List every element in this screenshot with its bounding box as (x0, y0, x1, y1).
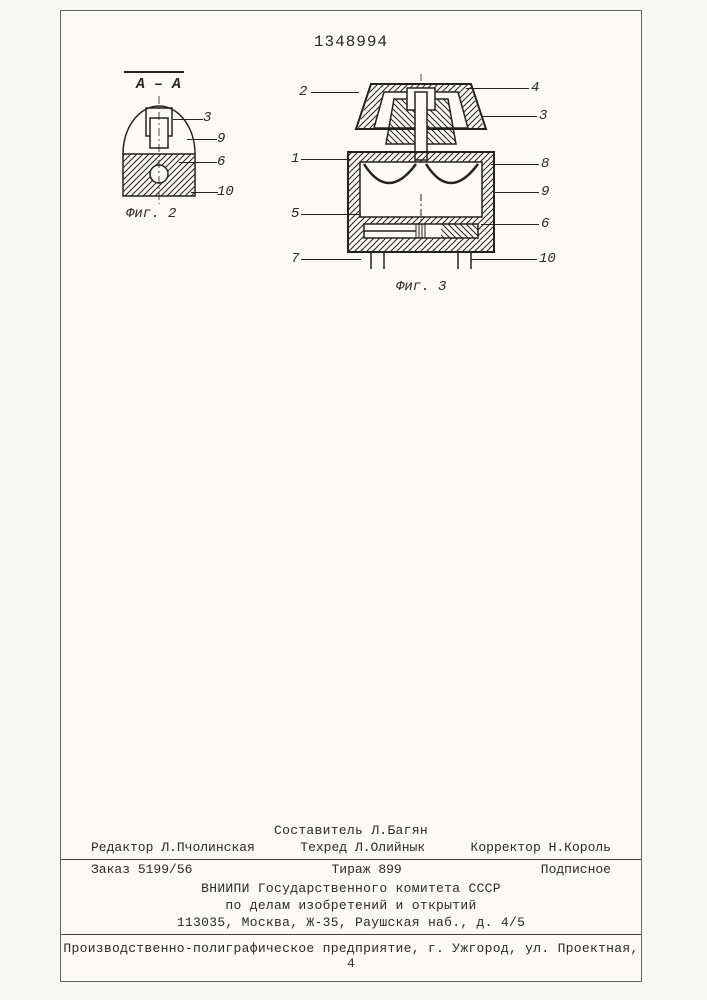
lead-line (311, 92, 359, 93)
section-line (124, 71, 184, 73)
lead-line (481, 116, 537, 117)
lead-line (301, 259, 361, 260)
compiler-name: Л.Багян (371, 823, 428, 838)
lead-line (301, 214, 361, 215)
divider (61, 934, 641, 935)
editor: Редактор Л.Пчолинская (91, 840, 255, 855)
lead-line (491, 164, 539, 165)
fig2-callout-6: 6 (217, 154, 225, 170)
fig3-callout-6: 6 (541, 216, 549, 232)
divider (61, 859, 641, 860)
tech: Техред Л.Олийнык (300, 840, 425, 855)
fig3-callout-2: 2 (299, 84, 307, 100)
fig3-caption: Фиг. 3 (396, 279, 446, 295)
editor-label: Редактор (91, 840, 153, 855)
fig2-callout-3: 3 (203, 110, 211, 126)
page-frame: 1348994 A – A 3 9 6 (60, 10, 642, 982)
figures-area: A – A 3 9 6 10 Фиг. 2 (61, 66, 641, 326)
tirazh-label: Тираж (331, 862, 370, 877)
lead-line (481, 224, 539, 225)
section-label: A – A (136, 76, 181, 93)
lead-line (187, 139, 217, 140)
fig3-callout-3: 3 (539, 108, 547, 124)
lead-line (471, 259, 537, 260)
lead-line (191, 192, 218, 193)
tech-name: Л.Олийнык (355, 840, 425, 855)
proof-name: Н.Король (549, 840, 611, 855)
org-addr: 113035, Москва, Ж-35, Раушская наб., д. … (61, 915, 641, 930)
order-number: 5199/56 (138, 862, 193, 877)
fig3-callout-10: 10 (539, 251, 556, 267)
lead-line (173, 119, 203, 120)
order-label: Заказ (91, 862, 130, 877)
editor-name: Л.Пчолинская (161, 840, 255, 855)
credits-compiler: Составитель Л.Багян (61, 823, 641, 838)
subscription: Подписное (541, 862, 611, 877)
credits-row: Редактор Л.Пчолинская Техред Л.Олийнык К… (61, 840, 641, 855)
imprint-row: Заказ 5199/56 Тираж 899 Подписное (61, 860, 641, 879)
fig3-callout-9: 9 (541, 184, 549, 200)
printer-line: Производственно-полиграфическое предприя… (61, 941, 641, 971)
lead-line (301, 159, 351, 160)
org-line-1: ВНИИПИ Государственного комитета СССР (61, 881, 641, 896)
fig2-callout-9: 9 (217, 131, 225, 147)
org-line-2: по делам изобретений и открытий (61, 898, 641, 913)
tech-label: Техред (300, 840, 347, 855)
fig3-callout-8: 8 (541, 156, 549, 172)
lead-line (466, 88, 529, 89)
order: Заказ 5199/56 (91, 862, 192, 877)
footer: Составитель Л.Багян Редактор Л.Пчолинска… (61, 821, 641, 981)
compiler-label: Составитель (274, 823, 363, 838)
fig3-callout-4: 4 (531, 80, 539, 96)
fig3-callout-1: 1 (291, 151, 299, 167)
tirazh-number: 899 (378, 862, 401, 877)
fig2-drawing (111, 96, 211, 206)
fig3-drawing (316, 74, 526, 279)
fig2-callout-10: 10 (217, 184, 234, 200)
tirazh: Тираж 899 (331, 862, 401, 877)
document-number: 1348994 (61, 33, 641, 51)
fig3-callout-7: 7 (291, 251, 299, 267)
lead-line (493, 192, 539, 193)
proof: Корректор Н.Король (471, 840, 611, 855)
fig2-caption: Фиг. 2 (126, 206, 176, 222)
proof-label: Корректор (471, 840, 541, 855)
fig3-callout-5: 5 (291, 206, 299, 222)
lead-line (179, 162, 217, 163)
